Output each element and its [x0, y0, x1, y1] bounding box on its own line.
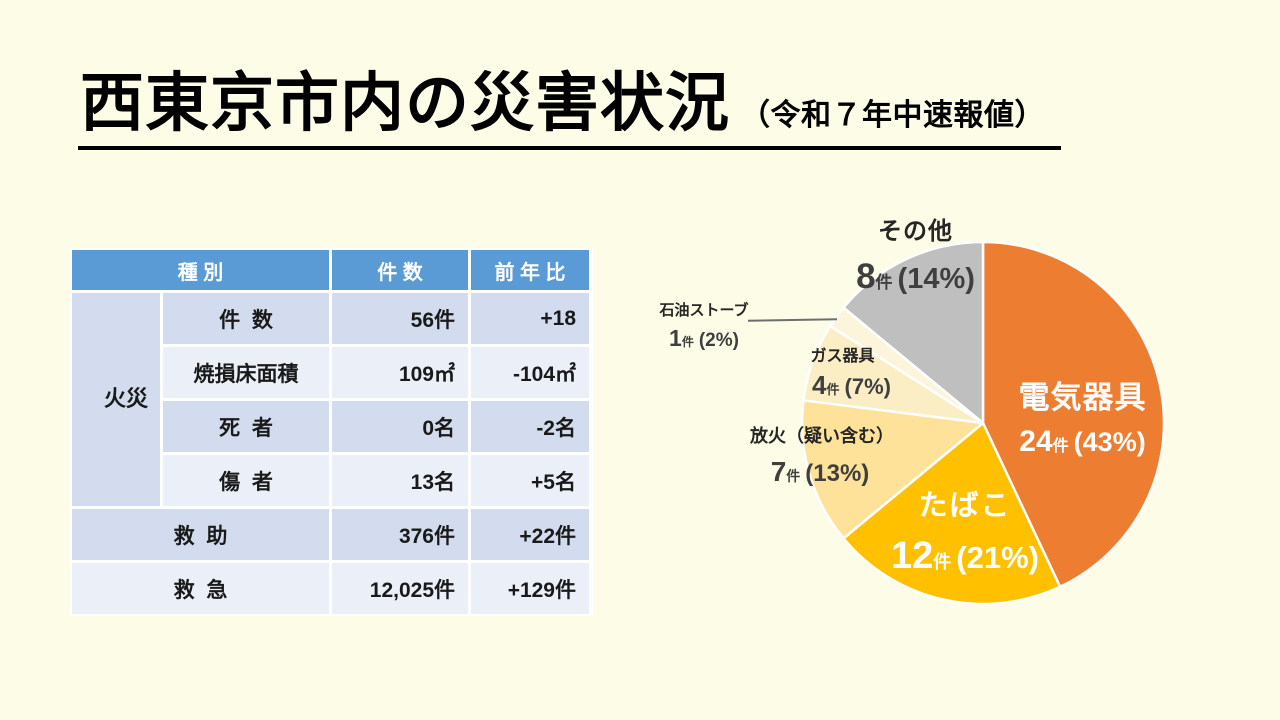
- table-header-yoy: 前 年 比: [471, 250, 589, 290]
- fire-category-cell: 火災: [72, 293, 160, 506]
- ambulance-row-diff: +129件: [471, 563, 589, 614]
- pie-label-electric-stat: 24件 (43%): [1019, 425, 1146, 459]
- pie-label-tobacco: たばこ 12件 (21%): [880, 489, 1050, 579]
- pie-label-gas: ガス器具 4件 (7%): [790, 347, 895, 401]
- pie-label-oil-stove: 石油ストーブ 1件 (2%): [650, 302, 758, 353]
- fire-row-cases-label: 件 数: [163, 293, 329, 344]
- fire-row-area-diff: -104㎡: [471, 347, 589, 398]
- rescue-row-value: 376件: [332, 509, 468, 560]
- pie-label-arson-stat: 7件 (13%): [770, 456, 870, 488]
- fire-row-injured-label: 傷 者: [163, 455, 329, 506]
- fire-row-cases-diff: +18: [471, 293, 589, 344]
- fire-row-area-value: 109㎡: [332, 347, 468, 398]
- pie-label-tobacco-stat: 12件 (21%): [891, 534, 1039, 577]
- fire-cause-pie-chart: [775, 215, 1195, 635]
- pie-label-oil-stove-stat: 1件 (2%): [669, 325, 739, 351]
- fire-row-cases-value: 56件: [332, 293, 468, 344]
- pie-label-gas-stat: 4件 (7%): [812, 370, 891, 401]
- disaster-stats-table: 種 別 件 数 前 年 比 火災 件 数 56件 +18 焼損床面積 109㎡ …: [70, 248, 593, 616]
- page-subtitle: （令和７年中速報値）: [740, 99, 1045, 132]
- pie-slice-tobacco: [842, 421, 1062, 606]
- fire-row-deaths-diff: -2名: [471, 401, 589, 452]
- pie-slice-other: [842, 240, 985, 425]
- rescue-row-diff: +22件: [471, 509, 589, 560]
- fire-row-injured-value: 13名: [332, 455, 468, 506]
- ambulance-row-label: 救 急: [72, 563, 329, 614]
- pie-svg: [800, 240, 1166, 606]
- pie-label-electric-name: 電気器具: [1018, 380, 1147, 415]
- table-header-count: 件 数: [332, 250, 468, 290]
- fire-row-deaths-value: 0名: [332, 401, 468, 452]
- pie-label-tobacco-name: たばこ: [918, 490, 1012, 522]
- pie-label-gas-name: ガス器具: [810, 348, 875, 365]
- pie-label-other-stat: 8件 (14%): [856, 256, 975, 296]
- ambulance-row-value: 12,025件: [332, 563, 468, 614]
- pie-slice-arson: [800, 399, 985, 540]
- pie-slice-electric: [981, 240, 1166, 589]
- pie-label-oil-stove-name: 石油ストーブ: [659, 302, 749, 319]
- pie-label-electric: 電気器具 24件 (43%): [1000, 379, 1165, 460]
- fire-category-label: 火災: [104, 386, 149, 412]
- table-header-type: 種 別: [72, 250, 329, 290]
- pie-label-arson: 放火（疑い含む） 7件 (13%): [750, 424, 894, 489]
- fire-row-area-label: 焼損床面積: [163, 347, 329, 398]
- slide-title-block: 西東京市内の災害状況 （令和７年中速報値）: [78, 67, 1061, 151]
- page-title: 西東京市内の災害状況: [80, 67, 730, 139]
- rescue-row-label: 救 助: [72, 509, 329, 560]
- fire-row-injured-diff: +5名: [471, 455, 589, 506]
- pie-label-other-name: その他: [878, 218, 953, 245]
- fire-row-deaths-label: 死 者: [163, 401, 329, 452]
- pie-label-other: その他 8件 (14%): [848, 218, 983, 298]
- pie-label-arson-name: 放火（疑い含む）: [750, 426, 894, 446]
